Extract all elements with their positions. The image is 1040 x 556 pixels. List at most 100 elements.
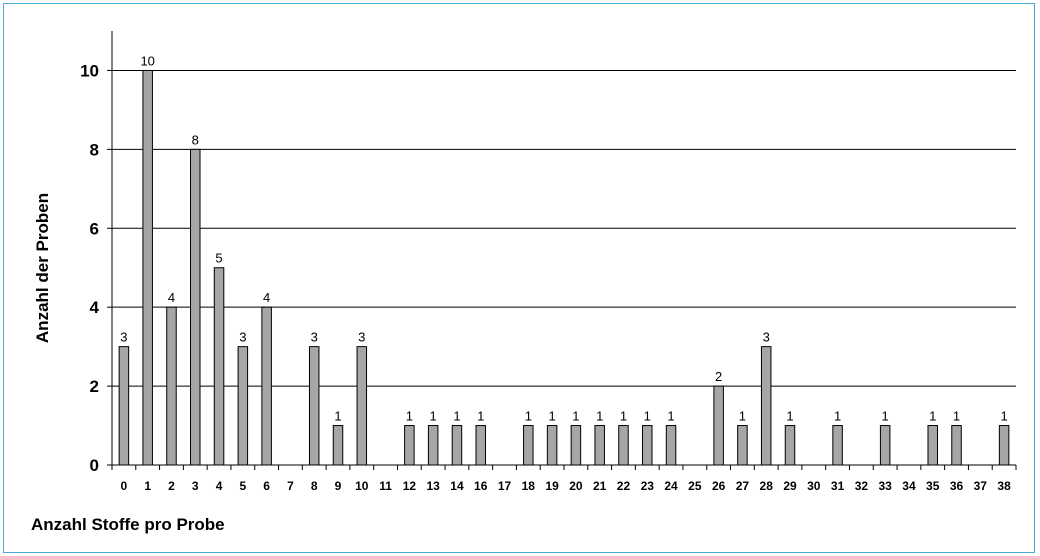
bar <box>332 425 344 466</box>
x-tick-label: 28 <box>760 479 774 493</box>
x-tick-label: 13 <box>426 479 440 493</box>
bar <box>451 425 463 466</box>
data-label: 1 <box>620 409 627 424</box>
bar <box>142 69 153 466</box>
y-tick-label: 0 <box>90 456 99 475</box>
bar <box>618 425 629 466</box>
x-tick-label: 26 <box>712 479 726 493</box>
data-label: 1 <box>548 409 555 424</box>
x-tick-label: 35 <box>926 479 940 493</box>
data-label: 1 <box>953 409 960 424</box>
bar <box>713 385 724 466</box>
data-label: 1 <box>644 409 651 424</box>
x-tick-label: 14 <box>450 479 464 493</box>
data-label: 8 <box>192 132 199 147</box>
bar <box>261 306 272 466</box>
bar <box>356 346 368 466</box>
bar <box>784 425 796 466</box>
y-tick-label: 4 <box>90 298 100 317</box>
bar <box>594 425 605 466</box>
bar <box>523 425 534 466</box>
data-label: 1 <box>477 409 484 424</box>
data-label: 1 <box>525 409 532 424</box>
data-label: 1 <box>334 409 341 424</box>
x-tick-label: 30 <box>807 479 821 493</box>
x-tick-label: 33 <box>878 479 892 493</box>
data-label: 1 <box>406 409 413 424</box>
x-tick-label: 3 <box>192 479 199 493</box>
bar <box>475 425 486 466</box>
bar <box>760 346 772 466</box>
x-tick-label: 18 <box>522 479 536 493</box>
x-tick-label: 38 <box>997 479 1011 493</box>
x-tick-label: 36 <box>950 479 964 493</box>
x-tick-label: 8 <box>311 479 318 493</box>
x-tick-label: 6 <box>263 479 270 493</box>
y-axis-title: Anzahl der Proben <box>33 193 52 343</box>
bar <box>737 425 748 466</box>
x-tick-label: 1 <box>144 479 151 493</box>
x-tick-label: 27 <box>736 479 750 493</box>
x-tick-label: 10 <box>355 479 369 493</box>
bar <box>308 346 320 466</box>
data-label: 1 <box>882 409 889 424</box>
x-tick-label: 7 <box>287 479 294 493</box>
bar <box>665 425 677 466</box>
bar <box>190 148 201 466</box>
bar <box>832 425 843 466</box>
x-tick-label: 31 <box>831 479 845 493</box>
data-label: 10 <box>140 53 154 68</box>
x-tick-label: 17 <box>498 479 512 493</box>
x-tick-label: 23 <box>641 479 655 493</box>
bar <box>998 425 1010 466</box>
bar <box>118 346 130 466</box>
x-tick-label: 12 <box>403 479 417 493</box>
x-tick-label: 24 <box>664 479 678 493</box>
data-label: 1 <box>572 409 579 424</box>
data-label: 1 <box>1000 409 1007 424</box>
x-tick-label: 16 <box>474 479 488 493</box>
x-tick-label: 5 <box>239 479 246 493</box>
data-label: 3 <box>763 330 770 345</box>
x-tick-label: 25 <box>688 479 702 493</box>
data-label: 1 <box>929 409 936 424</box>
bar <box>951 425 962 466</box>
x-tick-label: 11 <box>379 479 392 493</box>
data-label: 4 <box>168 290 175 305</box>
x-tick-label: 9 <box>335 479 342 493</box>
y-tick-label: 10 <box>80 61 99 80</box>
data-label: 3 <box>120 330 127 345</box>
x-tick-label: 20 <box>569 479 583 493</box>
bar <box>570 425 582 466</box>
data-label: 3 <box>358 330 365 345</box>
data-label: 1 <box>834 409 841 424</box>
data-label: 4 <box>263 290 270 305</box>
y-tick-label: 6 <box>90 219 99 238</box>
data-label: 1 <box>786 409 793 424</box>
data-label: 1 <box>430 409 437 424</box>
bar <box>427 425 439 466</box>
bar <box>237 346 249 466</box>
data-label: 2 <box>715 369 722 384</box>
x-tick-label: 19 <box>545 479 559 493</box>
bar <box>546 425 558 466</box>
x-tick-label: 2 <box>168 479 175 493</box>
x-tick-label: 34 <box>902 479 916 493</box>
data-label: 1 <box>453 409 460 424</box>
data-label: 1 <box>667 409 674 424</box>
y-tick-label: 8 <box>90 140 99 159</box>
bar <box>879 425 891 466</box>
x-tick-label: 22 <box>617 479 631 493</box>
y-tick-label: 2 <box>90 377 99 396</box>
x-axis-title: Anzahl Stoffe pro Probe <box>31 515 225 534</box>
data-label: 3 <box>239 330 246 345</box>
bar <box>213 267 225 466</box>
x-tick-label: 21 <box>593 479 607 493</box>
data-label: 1 <box>739 409 746 424</box>
data-label: 1 <box>596 409 603 424</box>
bar <box>166 306 177 466</box>
x-tick-label: 37 <box>974 479 988 493</box>
bar <box>642 425 653 466</box>
data-label: 3 <box>311 330 318 345</box>
